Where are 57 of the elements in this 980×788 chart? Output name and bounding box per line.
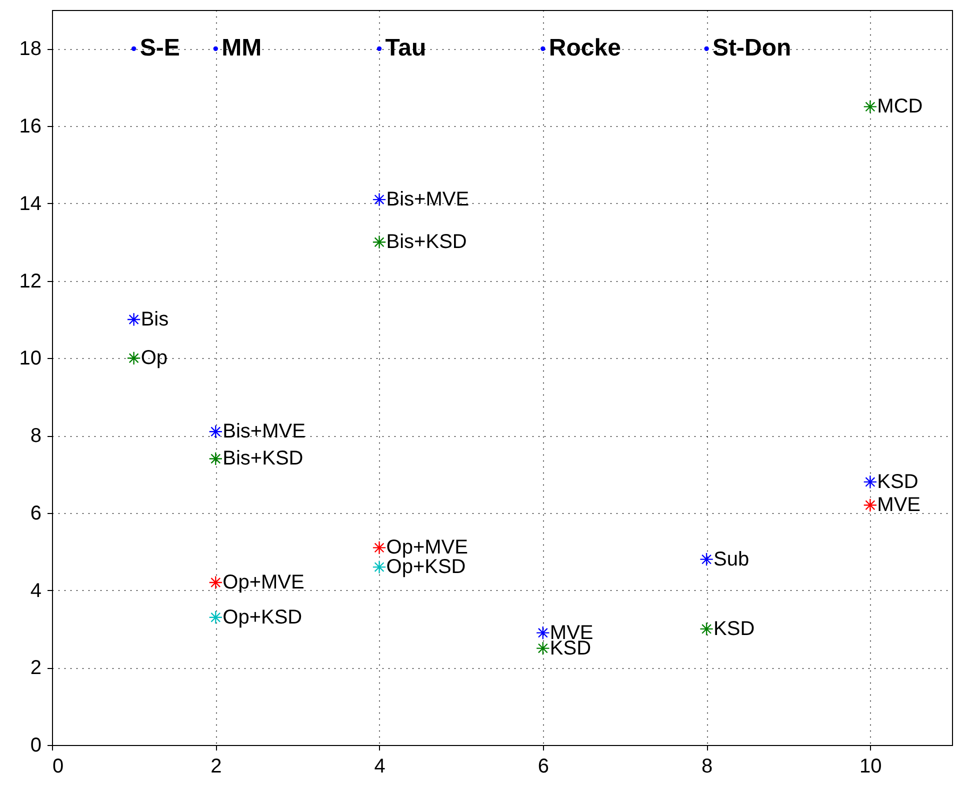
data-label: Op+MVE bbox=[222, 572, 304, 594]
point bbox=[540, 46, 546, 52]
point bbox=[372, 560, 386, 574]
y-tick-label: 2 bbox=[30, 657, 42, 680]
point bbox=[376, 46, 382, 52]
point bbox=[208, 610, 223, 624]
y-tick-label: 14 bbox=[19, 192, 42, 215]
y-tick-label: 18 bbox=[19, 38, 42, 60]
point bbox=[208, 424, 223, 439]
data-label: MVE bbox=[877, 494, 921, 516]
data-label: MCD bbox=[877, 96, 923, 118]
point bbox=[131, 46, 136, 52]
data-label: Op+KSD bbox=[222, 606, 302, 628]
point bbox=[863, 475, 878, 489]
annotation: S-E bbox=[140, 34, 180, 62]
data-label: KSD bbox=[877, 470, 918, 493]
data-label: Bis+KSD bbox=[222, 448, 304, 470]
point bbox=[863, 100, 878, 114]
data-label: Bis+MVE bbox=[386, 188, 470, 211]
point bbox=[126, 351, 141, 366]
x-tick-label: 6 bbox=[538, 756, 549, 778]
y-tick-label: 16 bbox=[19, 116, 42, 138]
point bbox=[372, 192, 386, 206]
annotation: St-Don bbox=[712, 34, 792, 62]
point bbox=[704, 46, 709, 52]
annotation: Tau bbox=[385, 34, 426, 62]
point bbox=[208, 576, 223, 590]
point bbox=[372, 540, 386, 555]
y-tick-label: 12 bbox=[19, 270, 42, 292]
y-tick-label: 10 bbox=[19, 348, 42, 370]
x-tick-label: 10 bbox=[860, 756, 882, 778]
y-tick-label: 8 bbox=[30, 425, 42, 448]
point bbox=[208, 452, 223, 466]
point bbox=[536, 626, 550, 640]
x-tick-label: 2 bbox=[210, 756, 222, 778]
y-tick-label: 0 bbox=[30, 734, 42, 756]
point bbox=[213, 46, 218, 52]
annotation: MM bbox=[222, 34, 262, 62]
x-tick-label: 4 bbox=[374, 756, 386, 778]
point bbox=[863, 498, 878, 512]
data-label: Bis bbox=[140, 308, 169, 330]
point bbox=[536, 641, 550, 656]
y-tick-label: 4 bbox=[30, 580, 42, 602]
data-label: KSD bbox=[714, 618, 755, 640]
data-label: Bis+KSD bbox=[386, 231, 467, 254]
data-label: Op bbox=[140, 347, 168, 370]
x-tick-label: 0 bbox=[52, 756, 64, 778]
data-label: Sub bbox=[714, 548, 750, 570]
point bbox=[372, 235, 386, 250]
point bbox=[126, 312, 141, 326]
data-label: Bis+MVE bbox=[222, 420, 306, 443]
x-tick-label: 8 bbox=[701, 756, 713, 778]
y-tick-label: 6 bbox=[30, 502, 42, 524]
point bbox=[700, 622, 714, 636]
data-label: Op+MVE bbox=[386, 536, 468, 559]
point bbox=[700, 552, 714, 566]
annotation: Rocke bbox=[548, 34, 621, 62]
